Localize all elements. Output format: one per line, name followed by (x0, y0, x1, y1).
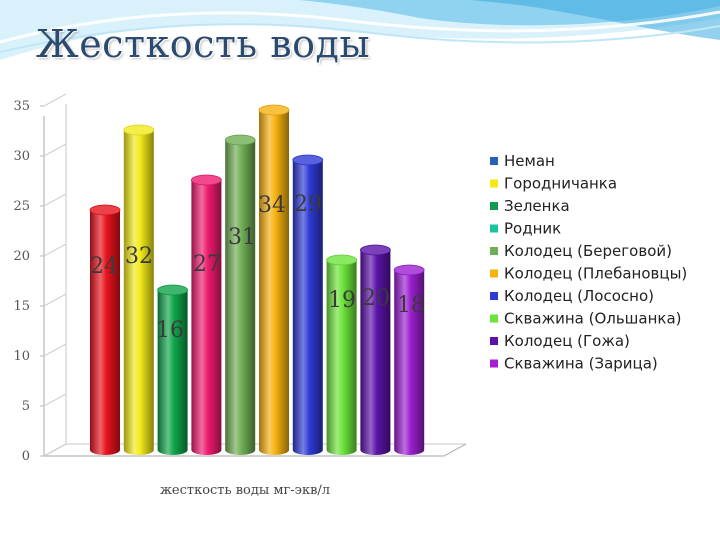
bar-top-10 (393, 264, 425, 276)
y-tick-label: 20 (13, 249, 30, 264)
legend-label-8: Скважина (Ольшанка) (504, 310, 682, 328)
data-label-1: 24 (90, 254, 118, 279)
bar-6 (259, 110, 289, 455)
legend-label-7: Колодец (Лососно) (504, 287, 654, 305)
bar-top-4 (190, 174, 222, 186)
bar-top-5 (224, 134, 256, 146)
legend-swatch-3 (490, 202, 498, 210)
y-tick-depth-line (43, 143, 67, 157)
data-label-5: 31 (228, 225, 256, 250)
y-tick-label: 0 (22, 449, 30, 464)
bar-top-9 (359, 244, 391, 256)
data-label-4: 27 (193, 252, 221, 277)
legend-swatch-5 (490, 247, 498, 255)
data-label-3: 16 (156, 318, 184, 343)
y-tick-label: 5 (22, 399, 30, 414)
bar-10 (394, 270, 425, 455)
data-label-7: 29 (294, 192, 322, 217)
legend-label-3: Зеленка (504, 197, 570, 215)
bar-8 (326, 260, 357, 455)
bar-3 (157, 290, 188, 455)
y-tick-depth-line (43, 443, 67, 457)
y-tick-depth-line (43, 243, 67, 257)
y-tick-depth-line (43, 93, 67, 107)
data-label-8: 19 (328, 288, 356, 313)
header-swoosh-decoration (0, 0, 720, 60)
legend-label-4: Родник (504, 220, 561, 238)
y-tick-label: 15 (13, 299, 30, 314)
y-tick-label: 25 (13, 199, 30, 214)
bar-1 (90, 210, 120, 455)
data-label-10: 18 (397, 293, 425, 318)
legend-swatch-9 (490, 337, 498, 345)
bar-4 (191, 180, 222, 455)
x-axis-label: жесткость воды мг-экв/л (160, 483, 330, 498)
y-tick-label: 35 (13, 99, 30, 114)
bar-top-1 (89, 204, 121, 216)
y-tick-depth-line (43, 343, 67, 357)
y-tick-depth-line (43, 293, 67, 307)
legend-label-9: Колодец (Гожа) (504, 332, 630, 350)
bar-top-7 (292, 154, 324, 166)
slide-title: Жесткость воды (36, 22, 371, 66)
legend-swatch-1 (490, 157, 498, 165)
legend-swatch-6 (490, 269, 498, 278)
y-tick-depth-line (43, 193, 67, 207)
data-label-9: 20 (362, 286, 390, 311)
legend-swatch-4 (490, 224, 498, 233)
bar-top-2 (123, 124, 155, 136)
y-tick-label: 30 (13, 149, 30, 164)
legend-swatch-10 (490, 359, 498, 368)
legend-swatch-2 (490, 179, 498, 188)
bar-chart: 0 5 10 15 20 25 30 35 жесткость воды мг-экв/л 24 3… (13, 93, 687, 498)
bar-9 (360, 250, 391, 455)
legend-swatch-8 (490, 314, 498, 323)
chart-floor-edge (43, 116, 467, 457)
legend-swatch-7 (490, 292, 498, 300)
data-label-2: 32 (125, 244, 153, 269)
legend-label-2: Городничанка (504, 175, 617, 193)
legend-label-5: Колодец (Береговой) (504, 242, 672, 260)
bar-top-3 (157, 284, 189, 296)
legend-label-10: Скважина (Зарица) (504, 355, 658, 373)
y-tick-label: 10 (13, 349, 30, 364)
legend-label-6: Колодец (Плебановцы) (504, 265, 687, 283)
y-tick-depth-line (43, 393, 67, 407)
bar-2 (123, 130, 154, 455)
data-label-6: 34 (258, 193, 286, 218)
bar-top-8 (326, 254, 358, 266)
bar-top-6 (258, 104, 290, 116)
bar-5 (225, 140, 256, 455)
bar-7 (292, 160, 323, 455)
legend-label-1: Неман (504, 152, 555, 170)
